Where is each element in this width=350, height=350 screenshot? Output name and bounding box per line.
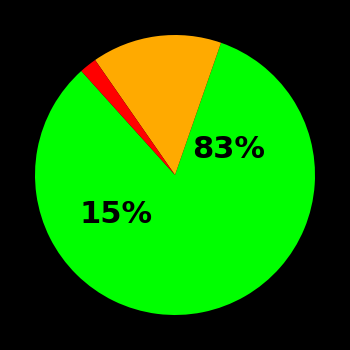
Text: 15%: 15% xyxy=(80,200,153,229)
Wedge shape xyxy=(95,35,221,175)
Text: 83%: 83% xyxy=(192,135,265,164)
Wedge shape xyxy=(81,60,175,175)
Wedge shape xyxy=(35,43,315,315)
